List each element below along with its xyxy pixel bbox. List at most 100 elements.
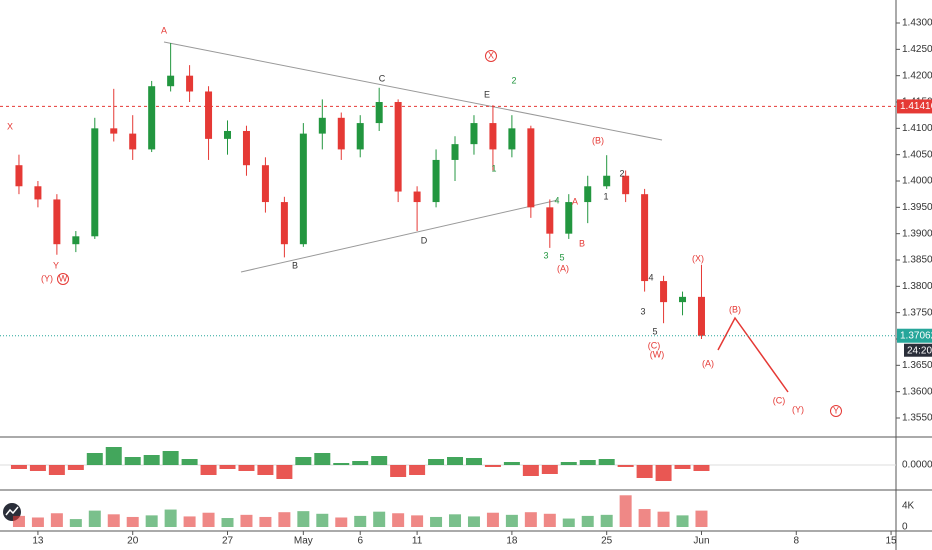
macd-bar xyxy=(541,465,558,474)
macd-bar xyxy=(655,465,672,481)
candle-body xyxy=(489,123,497,150)
macd-bar xyxy=(352,461,369,465)
volume-bar xyxy=(373,511,386,527)
wave-label: 1 xyxy=(491,163,496,173)
time-label: 13 xyxy=(32,536,44,547)
candle-body xyxy=(224,130,232,139)
volume-bar xyxy=(164,509,177,527)
volume-bar xyxy=(676,515,689,527)
candle-body xyxy=(679,296,687,303)
macd-bar xyxy=(86,453,103,465)
wave-label-circle xyxy=(830,405,842,417)
macd-bar xyxy=(29,465,46,471)
price-label: 1.37500 xyxy=(902,307,932,318)
candle-body xyxy=(697,296,705,336)
candle-body xyxy=(451,144,459,160)
candle-body xyxy=(641,194,649,282)
wave-label: 1 xyxy=(603,191,608,201)
volume-bar xyxy=(354,515,367,527)
price-label: 1.39500 xyxy=(902,202,932,213)
time-label: 15 xyxy=(886,536,898,547)
time-label: May xyxy=(294,536,313,547)
wave-label: 5 xyxy=(559,252,564,262)
price-label: 1.41000 xyxy=(902,123,932,134)
macd-bar xyxy=(162,451,179,465)
wave-label: 2 xyxy=(619,168,624,178)
volume-bar xyxy=(486,512,499,527)
time-label: 25 xyxy=(601,536,613,547)
time-label: 11 xyxy=(412,536,423,547)
volume-bar xyxy=(278,512,291,527)
trend-line xyxy=(240,199,559,273)
wave-label: (B) xyxy=(729,304,741,314)
candle-body xyxy=(318,117,326,134)
macd-bar xyxy=(579,460,596,465)
volume-bar xyxy=(392,513,405,527)
candle-body xyxy=(356,123,364,150)
wave-label: (C) xyxy=(648,340,661,350)
time-label: 18 xyxy=(506,536,518,547)
wave-label: B xyxy=(579,238,585,248)
volume-bar xyxy=(50,513,63,527)
wave-label: X xyxy=(7,121,13,131)
price-label: 1.35500 xyxy=(902,413,932,424)
candle-body xyxy=(148,86,156,150)
last-price-tag xyxy=(897,328,932,343)
macd-bar xyxy=(143,455,160,465)
wave-label-circle xyxy=(57,273,69,285)
macd-bar xyxy=(295,457,312,465)
macd-bar xyxy=(124,457,141,465)
level-tag-label: 1.41416 xyxy=(900,101,932,112)
macd-bar xyxy=(465,458,482,465)
candle-body xyxy=(375,102,383,124)
candle-body xyxy=(413,191,421,203)
wave-label: 2 xyxy=(511,75,516,85)
volume-bar xyxy=(316,513,329,527)
wave-label: A xyxy=(572,196,578,206)
volume-tick-label: 0 xyxy=(902,522,908,533)
macd-bar xyxy=(560,462,577,465)
wave-label: (X) xyxy=(692,253,704,263)
time-label: 6 xyxy=(357,536,363,547)
candle-body xyxy=(53,199,61,245)
candle-body xyxy=(337,117,345,150)
price-label: 1.42000 xyxy=(902,70,932,81)
candle-body xyxy=(394,102,402,192)
candle-body xyxy=(280,202,288,245)
volume-bar xyxy=(411,515,424,527)
wave-label: (W) xyxy=(650,349,665,359)
volume-bar xyxy=(69,519,82,527)
candle-body xyxy=(622,175,630,195)
macd-bar xyxy=(693,465,710,471)
candle-body xyxy=(660,281,668,303)
price-label: 1.40500 xyxy=(902,149,932,160)
candle-body xyxy=(129,133,137,150)
volume-bar xyxy=(562,518,575,527)
macd-bar xyxy=(200,465,217,475)
wave-label: W xyxy=(59,273,68,283)
candle-body xyxy=(432,159,440,203)
macd-bar xyxy=(257,465,274,475)
price-label: 1.43000 xyxy=(902,18,932,29)
candle-body xyxy=(91,128,99,237)
candle-body xyxy=(584,186,592,203)
candle-body xyxy=(15,165,23,187)
volume-bar xyxy=(183,516,196,527)
wave-label: (A) xyxy=(557,263,569,273)
macd-bar xyxy=(674,465,691,469)
time-label: Jun xyxy=(693,536,709,547)
wave-label: D xyxy=(421,235,428,245)
volume-bar xyxy=(619,495,632,527)
projection-path xyxy=(717,316,789,393)
candle-body xyxy=(470,123,478,145)
macd-bar xyxy=(522,465,539,476)
level-tag xyxy=(897,99,932,114)
volume-bar xyxy=(449,514,462,527)
candle-body xyxy=(34,186,42,200)
time-label: 20 xyxy=(127,536,139,547)
countdown-label: 24:20 xyxy=(907,345,932,356)
volume-bar xyxy=(202,512,215,527)
